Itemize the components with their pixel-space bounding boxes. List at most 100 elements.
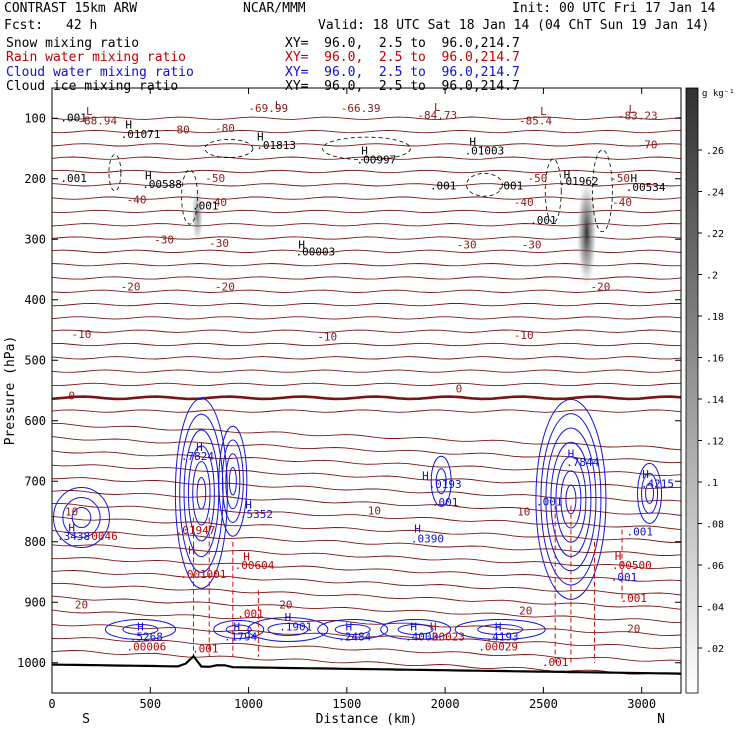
terrain-line	[51, 654, 682, 675]
max-label: H	[188, 544, 195, 557]
x-tick-label: 3000	[627, 697, 656, 711]
max-label: .3438	[57, 530, 90, 543]
max-label: H	[422, 469, 429, 482]
max-label: .1794	[224, 630, 257, 643]
max-label: .0193	[429, 478, 462, 491]
max-label: .00029	[478, 641, 518, 654]
temperature-contour	[51, 209, 682, 214]
temperature-contour	[51, 570, 682, 596]
cloud-water-contour	[535, 398, 607, 600]
max-label: .0390	[411, 532, 444, 545]
max-label: .2484	[338, 630, 371, 643]
temperature-contour	[51, 609, 682, 636]
max-label: .001	[432, 496, 459, 509]
colorbar-tick-label: .04	[706, 603, 724, 614]
contour-label: 20	[627, 622, 640, 635]
temperature-contour	[51, 316, 682, 320]
cloud-water-contour	[454, 618, 546, 640]
cloud-water-contour	[225, 453, 241, 510]
max-label: .001	[237, 607, 264, 620]
max-label: .01003	[465, 145, 505, 158]
contour-label: -10	[317, 330, 337, 343]
forecast-value: 42 h	[66, 18, 98, 33]
contour-label: -50	[610, 172, 630, 185]
contour-label: -85.4	[519, 114, 552, 127]
contour-label: -80	[170, 123, 190, 136]
temperature-contour	[51, 515, 682, 544]
max-label: L	[275, 99, 282, 112]
max-label: .00003	[296, 246, 336, 259]
contour-label: -50	[528, 172, 548, 185]
temperature-contour	[51, 464, 682, 489]
max-label: H	[245, 498, 252, 511]
max-label: H	[196, 441, 203, 454]
cloud-water-contour	[218, 425, 248, 537]
y-tick-label: 200	[24, 172, 46, 186]
max-label: L	[629, 103, 636, 116]
max-label: .001	[60, 172, 87, 185]
temperature-contour	[51, 409, 682, 413]
contour-label: -20	[121, 281, 141, 294]
field-xy-cloud-ice: XY= 96.0, 2.5 to 96.0,214.7	[285, 79, 520, 94]
temperature-contour	[51, 129, 682, 134]
cloud-water-contour	[62, 497, 101, 539]
temperature-contour	[51, 557, 682, 582]
cloud-water-contour	[435, 468, 447, 495]
max-label: H	[469, 135, 476, 148]
valid-time: Valid: 18 UTC Sat 18 Jan 14 (04 ChT Sun …	[318, 18, 710, 33]
south-label: S	[82, 712, 90, 727]
y-tick-label: 800	[24, 535, 46, 549]
colorbar-tick-label: .2	[706, 271, 718, 282]
contour-label: 10	[65, 506, 78, 519]
max-label: .01071	[121, 128, 161, 141]
y-tick-label: 400	[24, 293, 46, 307]
cloud-water-contour	[380, 618, 452, 640]
max-label: .001	[60, 111, 87, 124]
max-label: .4215	[641, 477, 674, 490]
colorbar-tick-label: .22	[706, 229, 724, 240]
max-label: H	[233, 621, 240, 634]
temperature-contour	[51, 436, 682, 464]
colorbar-tick-label: .12	[706, 437, 724, 448]
max-label: L	[434, 101, 441, 114]
cloud-ice-contour	[204, 139, 254, 158]
cloud-water-contour	[71, 507, 92, 529]
cloud-water-contour	[174, 397, 228, 589]
contour-label: -40	[207, 196, 227, 209]
max-label: H	[285, 611, 292, 624]
y-tick-label: 500	[24, 353, 46, 367]
cloud-water-contour	[192, 461, 211, 526]
contour-label: -30	[209, 237, 229, 250]
cloud-water-contour	[430, 455, 452, 507]
temperature-contour	[51, 289, 682, 293]
y-tick-label: 300	[24, 232, 46, 246]
max-label: .001	[536, 495, 563, 508]
temperature-contour	[51, 544, 682, 569]
shaded-ice-small	[191, 185, 204, 246]
max-label: H	[568, 448, 575, 461]
cloud-water-contour	[122, 623, 159, 635]
temperature-contour	[51, 382, 682, 387]
max-label: .001	[626, 526, 653, 539]
colorbar-unit: g kg⁻¹	[702, 89, 735, 99]
max-label: L	[86, 105, 93, 118]
contour-label: -10	[514, 329, 534, 342]
contour-label: -80	[215, 122, 235, 135]
contour-label: 20	[279, 598, 292, 611]
temperature-contour	[51, 183, 682, 187]
contour-label: 0	[456, 382, 463, 395]
max-label: .001	[497, 180, 524, 193]
max-label: .1901	[279, 621, 312, 634]
colorbar-tick-label: .02	[706, 644, 724, 655]
max-label: H	[257, 131, 264, 144]
model-title: CONTRAST 15km ARW	[4, 1, 138, 16]
cloud-ice-contour	[591, 149, 613, 233]
cloud-water-contour	[560, 470, 582, 529]
max-label: .00997	[356, 154, 396, 167]
colorbar-tick-label: .08	[706, 520, 724, 531]
contour-label: -40	[612, 196, 632, 209]
cloud-water-contour	[225, 624, 252, 635]
cloud-ice-contour	[544, 158, 562, 224]
temperature-contour	[51, 356, 682, 360]
